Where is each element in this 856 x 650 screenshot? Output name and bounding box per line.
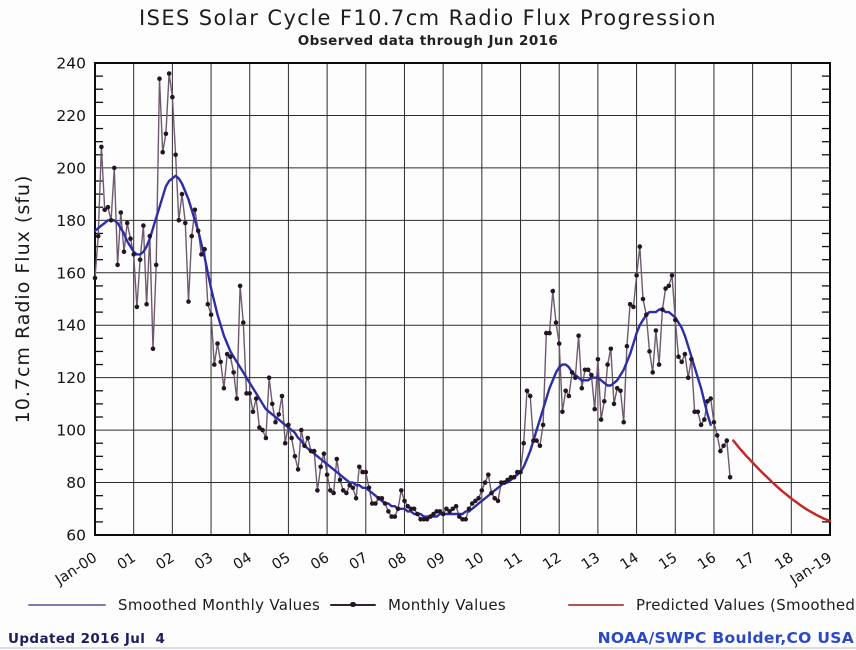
svg-text:04: 04 [231, 550, 255, 573]
predicted-line-sample [568, 603, 624, 607]
svg-text:200: 200 [56, 159, 86, 177]
svg-text:06: 06 [308, 550, 332, 573]
svg-text:03: 03 [192, 550, 216, 573]
legend-label-predicted: Predicted Values (Smoothed) [636, 596, 856, 614]
svg-text:Jan-00: Jan-00 [52, 550, 100, 589]
legend-item-smoothed: Smoothed Monthly Values [28, 594, 320, 616]
smoothed-line-sample [28, 603, 106, 607]
svg-text:02: 02 [153, 550, 177, 573]
updated-timestamp: Updated 2016 Jul 4 [8, 631, 166, 647]
svg-text:11: 11 [502, 550, 526, 573]
svg-text:120: 120 [56, 369, 86, 387]
svg-text:05: 05 [269, 550, 293, 573]
svg-text:100: 100 [56, 422, 86, 440]
svg-text:80: 80 [66, 474, 86, 492]
svg-text:160: 160 [56, 264, 86, 282]
svg-text:14: 14 [618, 550, 642, 573]
monthly-dot-sample [350, 601, 356, 608]
svg-text:01: 01 [115, 550, 139, 573]
svg-text:15: 15 [656, 550, 680, 573]
svg-text:17: 17 [734, 550, 758, 573]
legend-item-monthly: Monthly Values [330, 594, 506, 616]
svg-text:18: 18 [772, 550, 796, 573]
bottom-divider [0, 647, 856, 649]
svg-text:60: 60 [66, 527, 86, 545]
monthly-line-sample [330, 601, 376, 608]
svg-text:10.7cm Radio Flux (sfu): 10.7cm Radio Flux (sfu) [12, 175, 34, 424]
legend-label-smoothed: Smoothed Monthly Values [118, 596, 321, 614]
svg-text:220: 220 [56, 107, 86, 125]
svg-text:07: 07 [347, 550, 371, 573]
svg-text:09: 09 [424, 550, 448, 573]
chart-title: ISES Solar Cycle F10.7cm Radio Flux Prog… [139, 6, 717, 30]
svg-text:10: 10 [463, 550, 487, 573]
data-source-credit: NOAA/SWPC Boulder,CO USA [597, 629, 854, 647]
svg-text:180: 180 [56, 212, 86, 230]
svg-text:240: 240 [56, 55, 86, 73]
chart-subtitle: Observed data through Jun 2016 [297, 33, 559, 49]
svg-text:13: 13 [579, 550, 603, 573]
svg-text:16: 16 [695, 550, 719, 573]
legend-label-monthly: Monthly Values [388, 596, 507, 614]
svg-text:140: 140 [56, 317, 86, 335]
svg-text:08: 08 [385, 550, 409, 573]
svg-text:Jan-19: Jan-19 [787, 550, 835, 589]
legend-item-predicted: Predicted Values (Smoothed) [568, 594, 856, 616]
svg-text:12: 12 [540, 550, 564, 573]
